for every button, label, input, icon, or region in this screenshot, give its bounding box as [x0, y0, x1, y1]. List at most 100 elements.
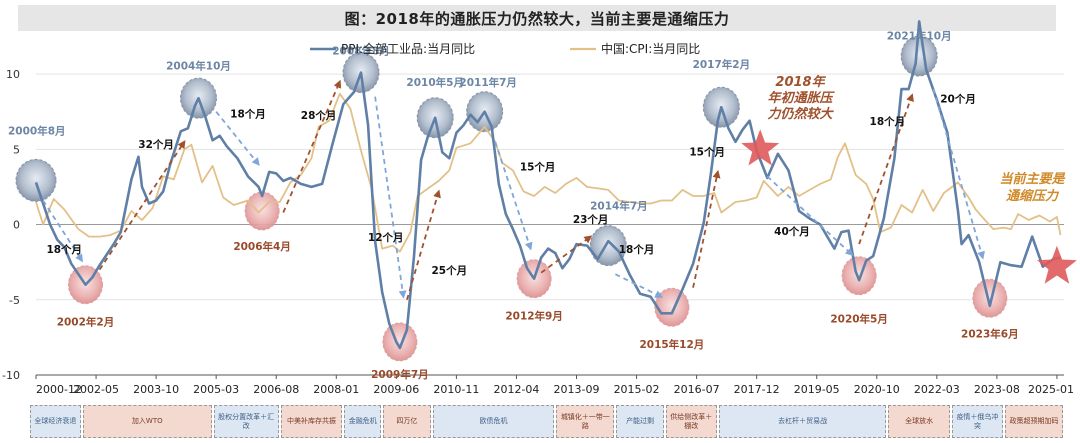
y-tick-label: 0: [13, 219, 20, 232]
trough-date-label: 2015年12月: [639, 338, 704, 351]
down-arrow: [614, 273, 664, 298]
y-tick-label: -10: [2, 369, 20, 382]
duration-label: 18个月: [230, 108, 266, 121]
event-box: 城镇化＋一带一路: [556, 405, 615, 438]
duration-label: 18个月: [46, 243, 82, 256]
cpi-series-line: [35, 92, 1062, 253]
peak-date-label: 2014年7月: [590, 200, 648, 213]
duration-label: 32个月: [138, 138, 174, 151]
trough-date-label: 2023年6月: [961, 327, 1019, 340]
chart-legend: PPI:全部工业品:当月同比 中国:CPI:当月同比: [310, 41, 700, 56]
callout-2018-text: 2018年: [775, 74, 826, 90]
x-tick-label: 2009-06: [373, 383, 419, 396]
x-tick-label: 2016-07: [674, 383, 720, 396]
peak-date-label: 2021年10月: [887, 29, 952, 42]
event-box: 欧债危机: [432, 405, 555, 438]
chart-title: 图：2018年的通胀压力仍然较大，当前主要是通缩压力: [344, 9, 730, 28]
x-tick-label: 2017-12: [734, 383, 780, 396]
callout-now-text: 通缩压力: [1006, 188, 1060, 204]
up-arrow: [692, 169, 721, 288]
ppi-series-line: [34, 20, 1061, 350]
x-tick-label: 2025-01: [1028, 383, 1074, 396]
peak-date-label: 2008年8月: [332, 45, 390, 58]
up-arrow: [406, 189, 441, 301]
event-box: 供给侧改革＋棚改: [665, 405, 717, 438]
duration-label: 20个月: [940, 93, 976, 106]
down-arrow: [932, 88, 985, 260]
y-tick-label: 10: [6, 68, 20, 81]
event-box: 四万亿: [383, 405, 431, 438]
legend-cpi-label: 中国:CPI:当月同比: [601, 41, 700, 56]
x-tick-label: 2006-08: [253, 383, 299, 396]
x-tick-label: 2005-03: [193, 383, 239, 396]
duration-label: 25个月: [432, 264, 468, 277]
x-tick-label: 2008-01: [313, 383, 359, 396]
callout-2018-text: 力仍然较大: [767, 106, 834, 122]
trough-date-label: 2006年4月: [233, 240, 291, 253]
event-box: 股权分置改革＋汇改: [213, 405, 279, 438]
duration-label: 18个月: [870, 115, 906, 128]
up-arrow: [282, 79, 342, 213]
x-tick-label: 2010-11: [433, 383, 479, 396]
x-tick-label: 2023-08: [974, 383, 1020, 396]
event-box: 中美补库存共振: [280, 405, 343, 438]
x-tick-label: 2013-09: [554, 383, 600, 396]
callout-2018-text: 年初通胀压: [767, 90, 835, 106]
down-arrow: [766, 175, 854, 256]
event-box: 产能过剩: [616, 405, 664, 438]
chart-title-bar: 图：2018年的通胀压力仍然较大，当前主要是通缩压力: [18, 5, 1056, 31]
peak-date-label: 2000年8月: [8, 124, 66, 137]
star-2018-icon: [741, 129, 780, 166]
up-arrow: [98, 140, 186, 271]
chart-series: [34, 20, 1062, 350]
legend-ppi-label: PPI:全部工业品:当月同比: [341, 41, 475, 56]
down-arrow: [494, 141, 533, 251]
trough-marker: [244, 191, 280, 231]
trough-marker: [382, 322, 418, 362]
trough-date-label: 2009年7月: [371, 368, 429, 381]
event-box: 全球放水: [888, 405, 950, 438]
y-tick-label: -5: [9, 294, 20, 307]
peak-date-label: 2017年2月: [693, 58, 751, 71]
x-tick-label: 2020-10: [854, 383, 900, 396]
trough-date-label: 2020年5月: [830, 312, 888, 325]
peak-marker: [15, 158, 57, 202]
peak-date-label: 2011年7月: [459, 76, 517, 89]
duration-label: 15个月: [520, 160, 556, 173]
trough-marker: [841, 256, 877, 296]
event-box: 去杠杆＋贸易战: [718, 405, 887, 438]
x-tick-label: 2003-10: [133, 383, 179, 396]
event-box: 政策超预期加码: [1004, 405, 1063, 438]
duration-label: 18个月: [619, 243, 655, 256]
chart-arrows: [42, 79, 985, 301]
trough-marker: [654, 287, 690, 327]
trough-marker: [972, 278, 1008, 318]
up-arrow: [540, 235, 593, 274]
duration-label: 23个月: [573, 213, 609, 226]
duration-label: 15个月: [689, 145, 725, 158]
duration-label: 12个月: [368, 231, 404, 244]
trough-date-label: 2002年2月: [57, 315, 115, 328]
callout-now-text: 当前主要是: [999, 171, 1065, 187]
down-arrow: [42, 199, 84, 263]
x-tick-label: 2000-12: [36, 383, 82, 396]
chart-markers: [15, 35, 1008, 362]
event-box: 加入WTO: [82, 405, 212, 438]
x-tick-label: 2015-02: [614, 383, 660, 396]
x-tick-label: 2002-05: [73, 383, 119, 396]
x-tick-label: 2019-05: [794, 383, 840, 396]
event-box: 疫情＋俄乌冲突: [951, 405, 1003, 438]
down-arrow: [215, 111, 260, 166]
event-box: 金融危机: [344, 405, 382, 438]
duration-label: 40个月: [774, 225, 810, 238]
peak-marker: [900, 35, 938, 77]
down-arrow: [374, 96, 407, 299]
trough-date-label: 2012年9月: [505, 309, 563, 322]
star-now-icon: [1037, 245, 1077, 284]
x-tick-label: 2012-04: [493, 383, 539, 396]
event-box: 全球经济衰退: [29, 405, 81, 438]
x-tick-label: 2022-03: [914, 383, 960, 396]
